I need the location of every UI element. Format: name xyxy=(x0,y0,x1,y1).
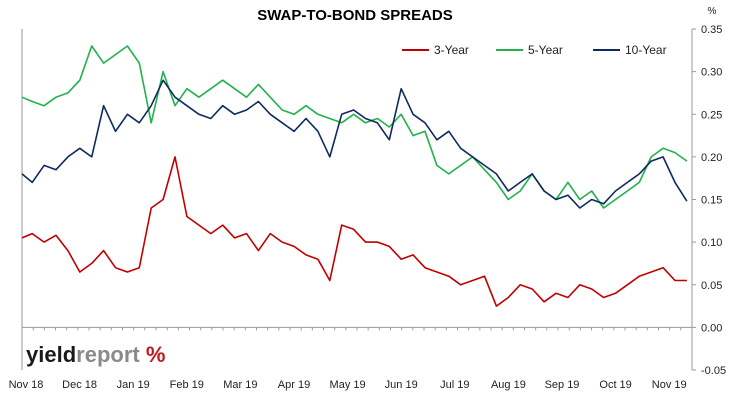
chart-title: SWAP-TO-BOND SPREADS xyxy=(257,7,453,24)
legend-label-10-year: 10-Year xyxy=(625,43,667,57)
x-tick-label: Jan 19 xyxy=(117,379,150,391)
y-tick-label: -0.05 xyxy=(701,365,726,377)
y-axis-unit: % xyxy=(708,6,717,17)
y-tick-label: 0.10 xyxy=(701,237,722,249)
y-tick-label: 0.30 xyxy=(701,67,722,79)
y-tick-label: 0.35 xyxy=(701,24,722,36)
x-tick-label: Nov 18 xyxy=(9,379,44,391)
x-tick-label: Nov 19 xyxy=(652,379,687,391)
x-axis xyxy=(21,326,693,331)
y-tick-label: 0.05 xyxy=(701,280,722,292)
series-line-5-year xyxy=(21,45,688,209)
y-axis-ticks: 0.35 0.30 0.25 0.20 0.15 0.10 0.05 0.00 -0.05 xyxy=(692,24,726,377)
y-tick-label: 0.25 xyxy=(701,109,722,121)
x-tick-label: Oct 19 xyxy=(599,379,631,391)
x-tick-label: Dec 18 xyxy=(62,379,97,391)
brand-wordmark: yieldreport % xyxy=(26,342,165,367)
x-tick-label: May 19 xyxy=(330,379,366,391)
x-tick-label: Aug 19 xyxy=(491,379,526,391)
legend-label-3-year: 3-Year xyxy=(434,43,469,57)
x-axis-tick-labels: Nov 18 Dec 18 Jan 19 Feb 19 Mar 19 Apr 19 May … xyxy=(9,379,687,391)
legend-label-5-year: 5-Year xyxy=(528,43,563,57)
x-tick-label: Sep 19 xyxy=(545,379,580,391)
x-tick-label: Jul 19 xyxy=(440,379,469,391)
y-tick-label: 0.20 xyxy=(701,152,722,164)
yieldreport-logo: yieldreport % xyxy=(26,342,165,367)
y-tick-label: 0.15 xyxy=(701,195,722,207)
series-line-3-year xyxy=(21,156,687,307)
series-lines xyxy=(21,45,688,307)
x-tick-label: Jun 19 xyxy=(385,379,418,391)
x-tick-label: Apr 19 xyxy=(278,379,310,391)
x-tick-label: Mar 19 xyxy=(223,379,257,391)
legend: 3-Year 5-Year 10-Year xyxy=(402,43,667,57)
x-tick-label: Feb 19 xyxy=(170,379,204,391)
y-tick-label: 0.00 xyxy=(701,322,722,334)
series-line-10-year xyxy=(21,79,688,209)
